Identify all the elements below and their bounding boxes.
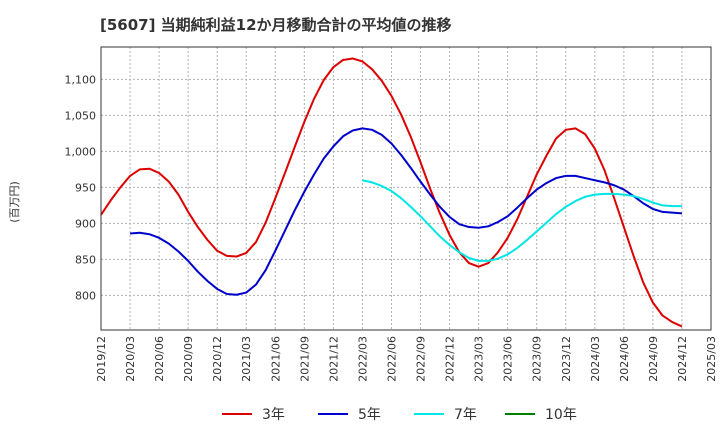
grid-layer: [100, 47, 712, 330]
x-tick-label: 2020/12: [211, 336, 224, 382]
x-tick-label: 2024/12: [676, 336, 689, 382]
x-tick-label: 2020/09: [182, 336, 195, 382]
series-line-1: [100, 57, 683, 328]
legend-item-1: 3年: [222, 407, 285, 423]
x-tick-label: 2019/12: [95, 336, 108, 382]
x-tick-label: 2021/03: [240, 336, 253, 382]
y-tick-label: 800: [75, 289, 96, 302]
legend-label: 5年: [358, 407, 381, 423]
x-tick-label: 2020/06: [153, 336, 166, 382]
y-axis-label: (百万円): [8, 181, 21, 223]
x-tick-label: 2021/06: [269, 336, 282, 382]
legend-label: 10年: [545, 407, 577, 423]
x-tick-label: 2023/06: [502, 336, 515, 382]
y-tick-label: 900: [75, 217, 96, 230]
x-tick-label: 2021/09: [298, 336, 311, 382]
x-tick-label: 2022/03: [356, 336, 369, 382]
legend-item-3: 7年: [414, 407, 477, 423]
plot-frame: [100, 46, 712, 331]
x-tick-label: 2024/09: [647, 336, 660, 382]
x-tick-label: 2024/06: [618, 336, 631, 382]
x-tick-label: 2022/12: [444, 336, 457, 382]
legend-label: 7年: [454, 407, 477, 423]
series-layer: [100, 57, 683, 328]
x-tick-label: 2021/12: [327, 336, 340, 382]
x-tick-label: 2022/06: [385, 336, 398, 382]
chart-title: [5607] 当期純利益12か月移動合計の平均値の推移: [100, 16, 452, 34]
x-tick-label: 2023/09: [531, 336, 544, 382]
y-tick-label: 850: [75, 253, 96, 266]
series-line-3: [362, 179, 682, 262]
y-tick-labels: 800 850 900 950 1,000 1,050 1,100: [65, 73, 97, 302]
x-tick-label: 2020/03: [124, 336, 137, 382]
legend-item-4: 10年: [505, 407, 577, 423]
legend-label: 3年: [262, 407, 285, 423]
y-tick-label: 950: [75, 181, 96, 194]
x-tick-label: 2024/03: [589, 336, 602, 382]
x-tick-label: 2022/09: [415, 336, 428, 382]
y-tick-label: 1,100: [65, 73, 97, 86]
x-tick-labels: 2019/12 2020/03 2020/06 2020/09 2020/12 2021/…: [95, 336, 718, 382]
y-tick-label: 1,050: [65, 109, 97, 122]
x-tick-label: 2025/03: [705, 336, 718, 382]
x-tick-label: 2023/03: [473, 336, 486, 382]
legend-item-2: 5年: [318, 407, 381, 423]
legend: 3年 5年 7年 10年: [222, 407, 577, 423]
x-tick-label: 2023/12: [560, 336, 573, 382]
series-line-2: [129, 127, 683, 296]
y-tick-label: 1,000: [65, 145, 97, 158]
